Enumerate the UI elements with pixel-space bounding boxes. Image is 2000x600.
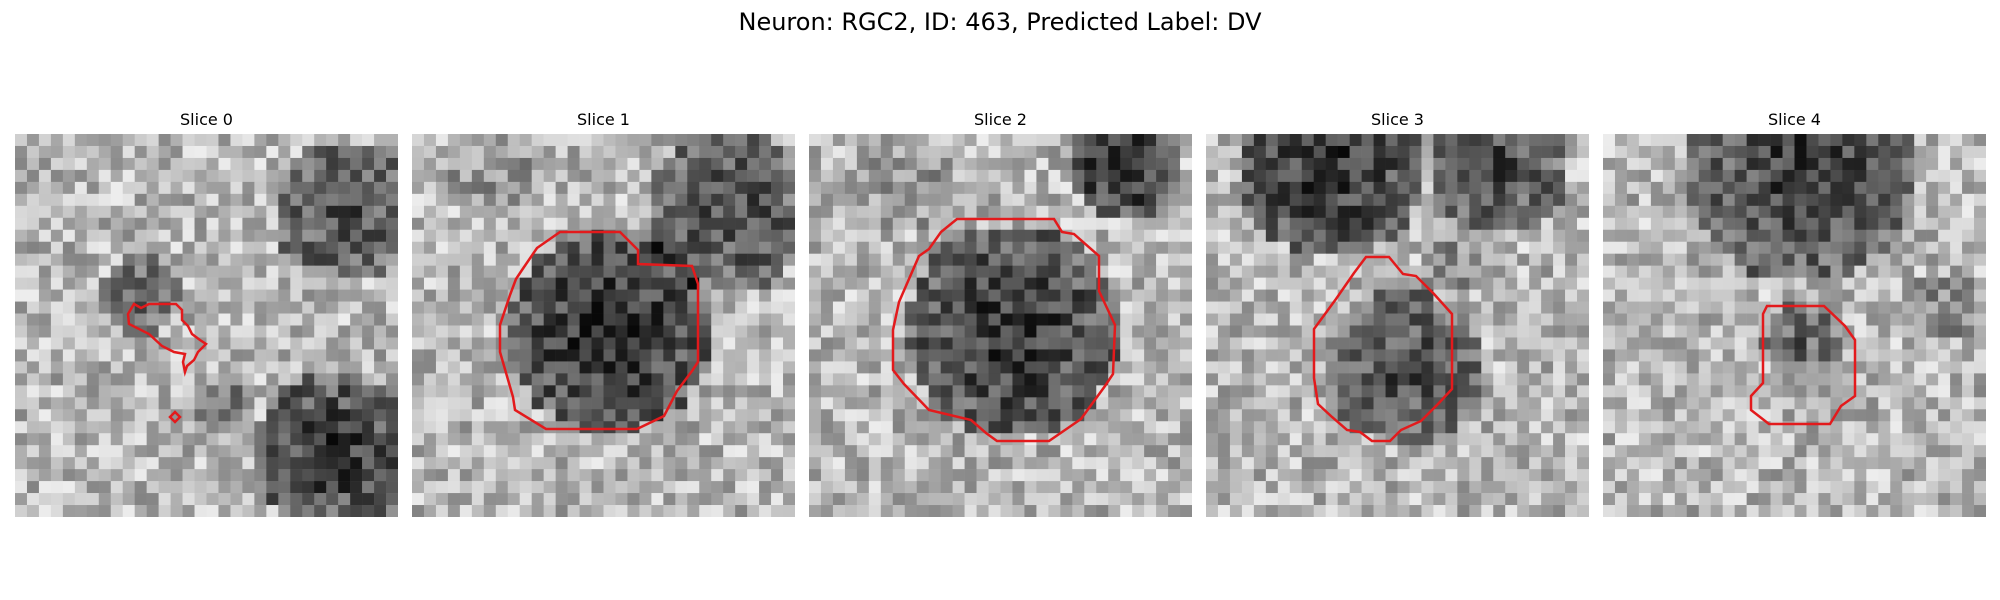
slice-4-image [1603,134,1986,517]
slice-2-image [809,134,1192,517]
slice-0-pixels [15,134,398,517]
slice-4-pixels [1603,134,1986,517]
slice-0-image [15,134,398,517]
slice-3-svg [1206,134,1589,517]
figure-title: Neuron: RGC2, ID: 463, Predicted Label: … [738,8,1262,36]
slice-0-contour [126,302,208,377]
slice-4-contour [1749,304,1857,426]
slice-2-svg [809,134,1192,517]
slice-2-title: Slice 2 [974,110,1027,129]
slice-1-contour [498,230,700,431]
slice-3-contour [1312,255,1454,443]
slice-1-image [412,134,795,517]
slice-2-pixels [809,134,1192,517]
slice-1-pixels [412,134,795,517]
slice-3-image [1206,134,1589,517]
slice-1-svg [412,134,795,517]
slice-0-title: Slice 0 [180,110,233,129]
slice-0-contour-small [168,410,182,424]
slice-3-title: Slice 3 [1371,110,1424,129]
slice-4-svg [1603,134,1986,517]
slice-0-svg [15,134,398,517]
slice-1-title: Slice 1 [577,110,630,129]
slice-4-title: Slice 4 [1768,110,1821,129]
slice-2-contour [891,217,1117,443]
slice-3-pixels [1206,134,1589,517]
